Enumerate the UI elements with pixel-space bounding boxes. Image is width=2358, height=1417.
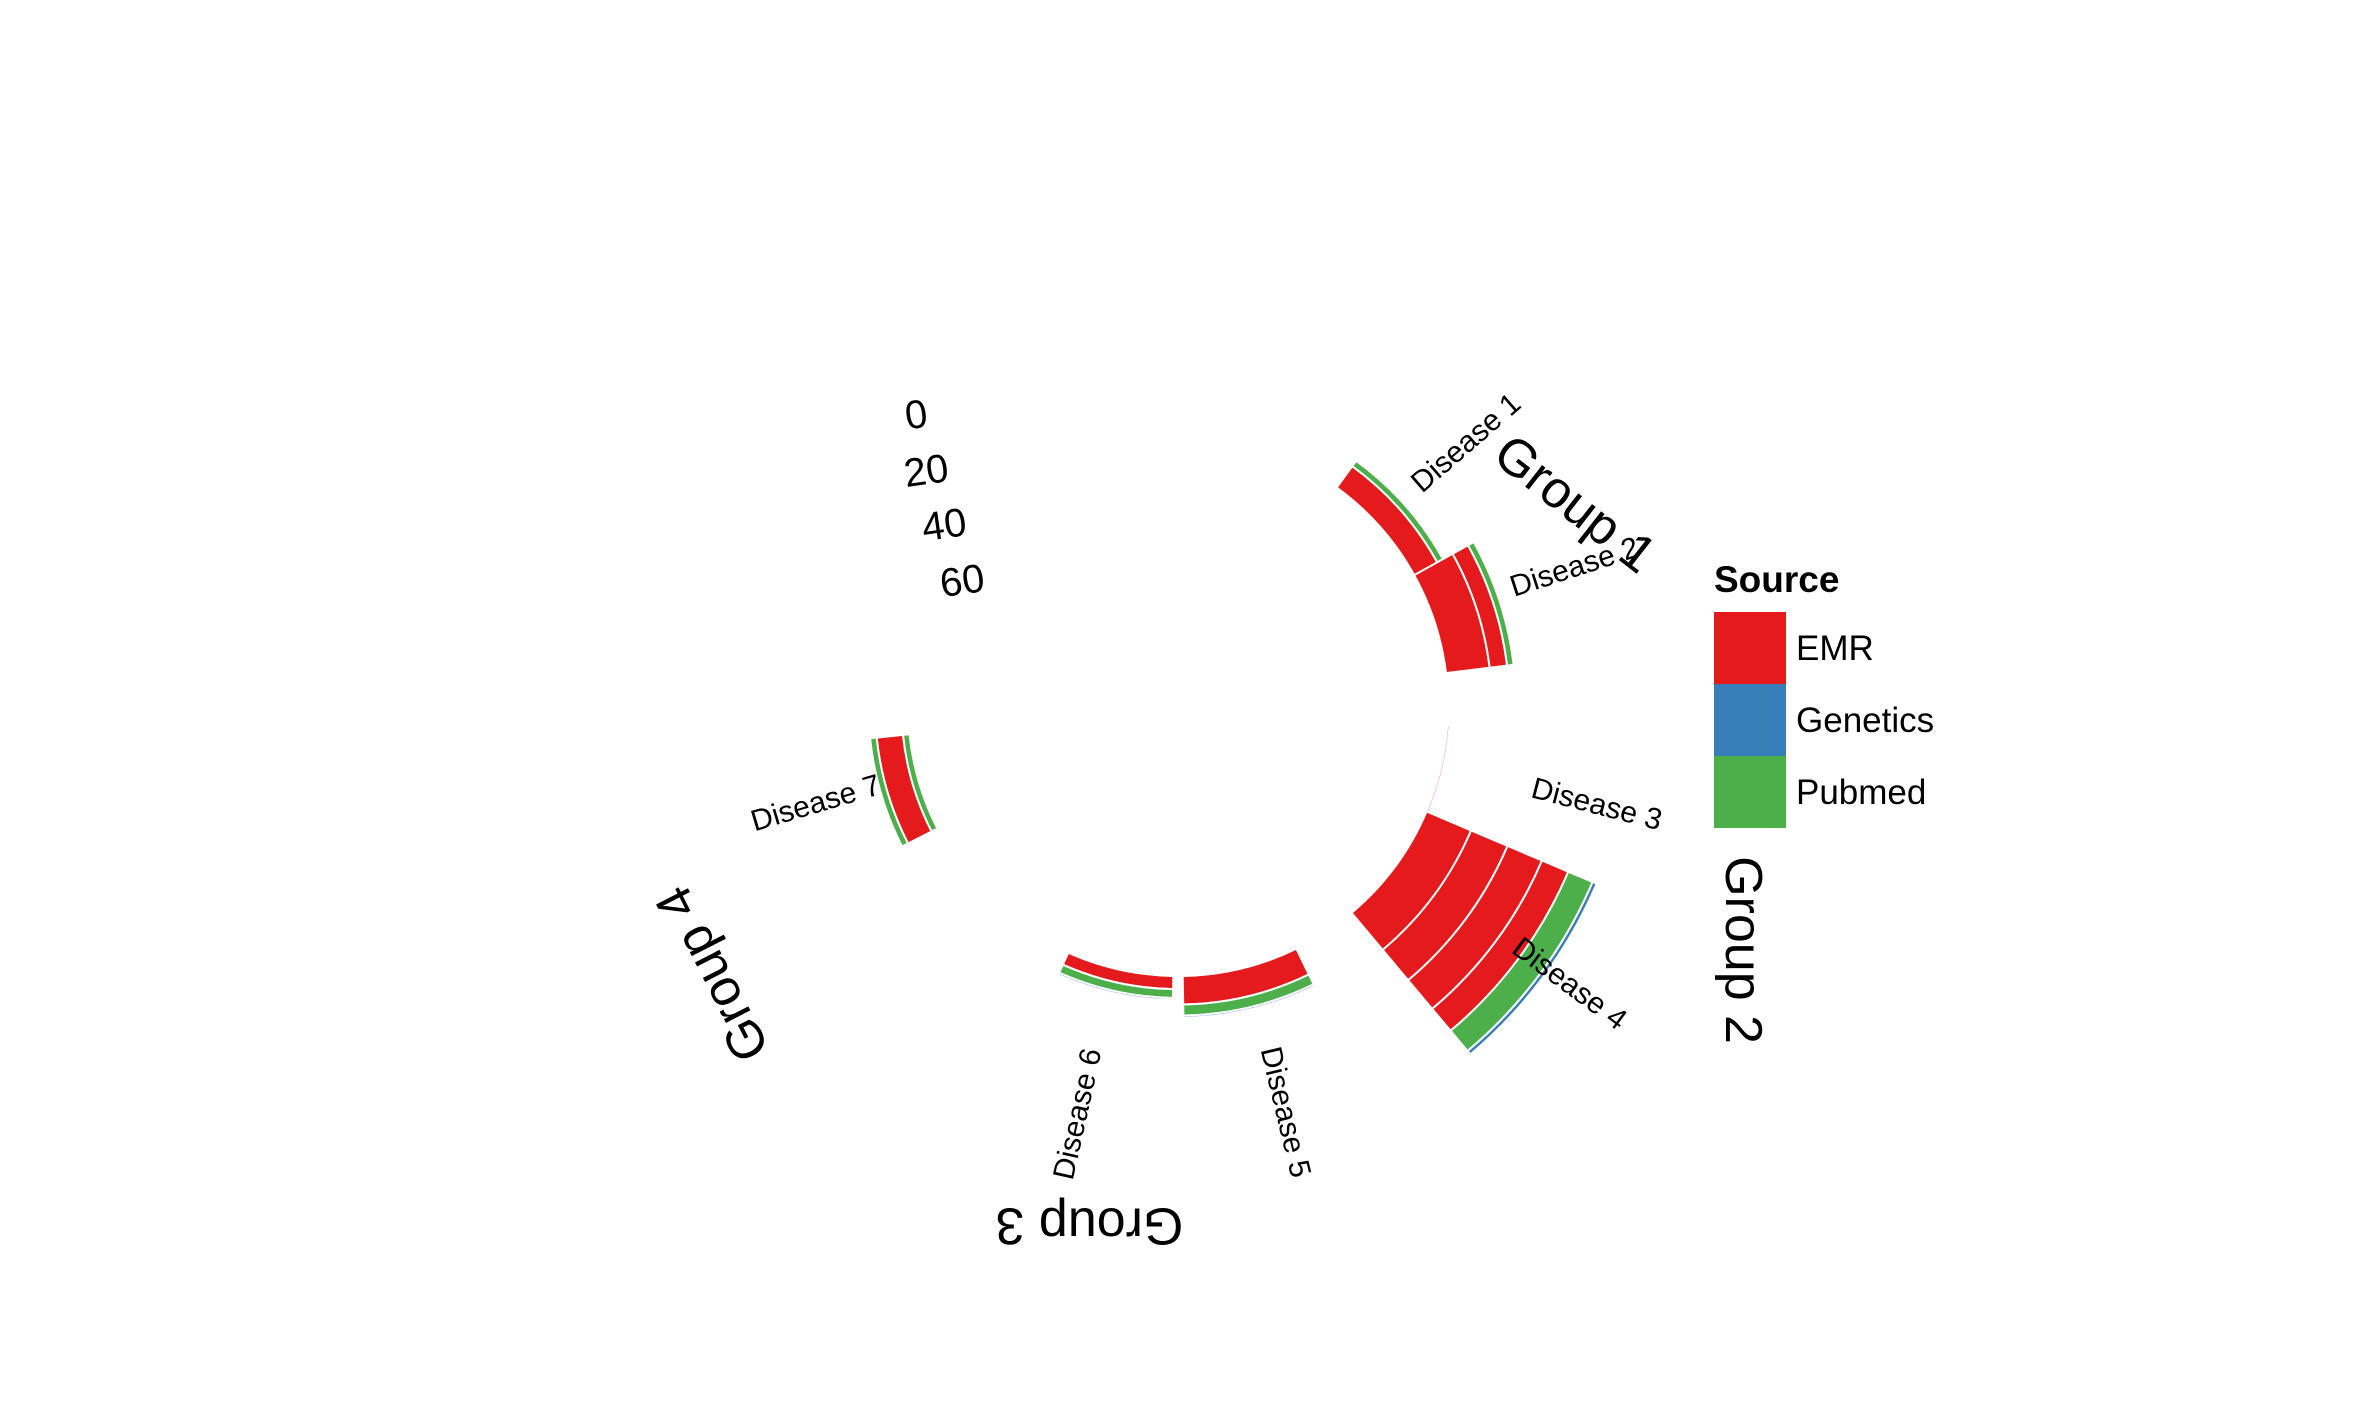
bar-segment-disease-5-genetics-2: [1182, 982, 1317, 1019]
legend-label-emr: EMR: [1796, 629, 1874, 668]
bar-segment-disease-2-pubmed-2: [1466, 540, 1515, 667]
category-label-disease-5: Disease 5: [1254, 1043, 1317, 1180]
category-label-disease-6: Disease 6: [1047, 1045, 1108, 1182]
legend-swatch-pubmed: [1714, 756, 1786, 828]
legend-label-pubmed: Pubmed: [1796, 773, 1926, 812]
bars-layer: [868, 459, 1598, 1056]
legend-label-genetics: Genetics: [1796, 701, 1934, 740]
bar-segment-disease-7-pubmed-2: [868, 736, 910, 848]
y-tick-label: 60: [937, 556, 987, 606]
bar-segment-disease-4-genetics-5: [1466, 880, 1598, 1056]
legend: Source EMR Genetics Pubmed: [1714, 559, 1934, 828]
y-tick-label: 40: [919, 500, 969, 550]
group-label-group-4: Group 4: [644, 877, 781, 1071]
legend-title: Source: [1714, 559, 1839, 600]
y-tick-label: 0: [902, 392, 930, 439]
legend-items: EMR Genetics Pubmed: [1714, 612, 1934, 828]
legend-swatch-emr: [1714, 612, 1786, 684]
category-label-disease-3: Disease 3: [1528, 772, 1665, 837]
group-label-group-2: Group 2: [1714, 856, 1772, 1044]
bar-segment-disease-6-genetics-2: [1057, 971, 1174, 1002]
category-label-disease-7: Disease 7: [747, 769, 884, 839]
legend-swatch-genetics: [1714, 684, 1786, 756]
y-tick-label: 20: [901, 446, 951, 496]
bar-segment-disease-3-emr-0: [1421, 723, 1451, 823]
group-label-group-3: Group 3: [995, 1196, 1183, 1254]
